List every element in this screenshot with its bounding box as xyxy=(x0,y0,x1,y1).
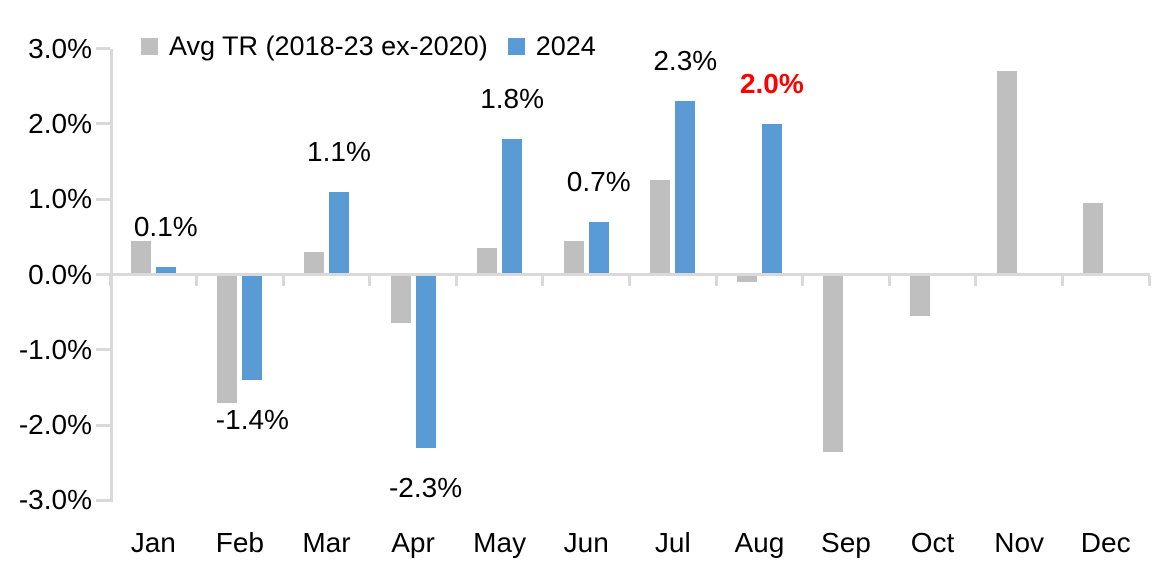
x-axis-tick xyxy=(195,276,199,286)
y-axis-label: -1.0% xyxy=(18,333,92,365)
y-axis-tick xyxy=(96,348,110,352)
y-axis-tick xyxy=(96,273,110,276)
bar-2024-aug xyxy=(761,123,782,275)
avg-tr-bar-jun xyxy=(563,240,584,275)
month-label: Apr xyxy=(391,527,435,558)
avg-tr-bar-mar xyxy=(303,251,324,275)
legend-2024-swatch-icon xyxy=(507,38,525,55)
legend-entry-2024: 2024 xyxy=(507,31,596,62)
bar-2024-apr xyxy=(415,274,436,448)
avg-tr-bar-aug xyxy=(736,274,757,283)
x-axis-tick xyxy=(974,276,978,286)
x-axis-tick xyxy=(714,276,718,286)
x-axis-tick xyxy=(454,276,458,286)
y-axis-label: -2.0% xyxy=(18,409,92,441)
value-label-mar: 1.1% xyxy=(307,135,371,167)
x-axis-zero-line xyxy=(110,273,1150,276)
month-label: Oct xyxy=(910,527,955,558)
y-axis-tick xyxy=(96,47,110,50)
month-label: Nov xyxy=(994,527,1045,558)
x-axis-tick xyxy=(108,276,112,286)
y-axis-tick xyxy=(96,498,110,502)
value-label-apr: -2.3% xyxy=(388,471,463,503)
x-axis-tick xyxy=(1147,276,1151,286)
avg-tr-bar-apr xyxy=(390,274,411,324)
month-label: Dec xyxy=(1080,527,1131,558)
legend-entry-avg-tr: Avg TR (2018-23 ex-2020) xyxy=(141,31,488,62)
y-axis-label: 0.0% xyxy=(28,258,92,290)
month-label: Aug xyxy=(734,527,785,558)
x-axis-tick xyxy=(1060,276,1064,286)
avg-tr-bar-jan xyxy=(130,240,151,275)
y-axis-tick xyxy=(96,423,110,427)
value-label-jan: 0.1% xyxy=(133,210,198,242)
y-axis-tick xyxy=(96,197,110,201)
month-label: Feb xyxy=(215,527,264,558)
avg-tr-bar-feb xyxy=(217,274,238,403)
value-label-jun: 0.7% xyxy=(566,165,631,197)
month-label: Mar xyxy=(302,527,351,558)
avg-tr-bar-dec xyxy=(1083,202,1104,275)
bar-2024-jan xyxy=(155,266,176,275)
y-axis-label: 2.0% xyxy=(28,107,92,139)
bar-2024-may xyxy=(502,138,523,275)
legend: Avg TR (2018-23 ex-2020) 2024 xyxy=(141,31,596,62)
x-axis-tick xyxy=(541,276,545,286)
avg-tr-bar-may xyxy=(477,248,498,275)
value-label-jul: 2.3% xyxy=(653,45,718,77)
legend-label-2024: 2024 xyxy=(535,31,596,61)
month-label: May xyxy=(473,527,527,558)
month-label: Sep xyxy=(821,527,871,558)
bar-2024-jul xyxy=(675,101,696,275)
month-label: Jan xyxy=(130,527,176,558)
y-axis-label: -3.0% xyxy=(18,484,92,516)
bar-2024-mar xyxy=(328,191,349,275)
avg-tr-bar-jul xyxy=(650,180,671,275)
y-axis-label: 1.0% xyxy=(28,183,92,215)
avg-tr-bar-nov xyxy=(996,71,1017,275)
x-axis-tick xyxy=(801,276,805,286)
avg-tr-swatch-icon xyxy=(141,38,158,55)
x-axis-tick xyxy=(887,276,891,286)
bar-2024-jun xyxy=(588,221,609,275)
bar-2024-feb xyxy=(242,274,263,380)
y-axis-label: 3.0% xyxy=(28,32,92,64)
x-axis-tick xyxy=(368,276,372,286)
avg-tr-bar-oct xyxy=(910,274,931,316)
avg-tr-bar-sep xyxy=(823,274,844,452)
month-label: Jun xyxy=(563,527,609,558)
y-axis-tick xyxy=(96,122,110,126)
legend-label-avg-tr: Avg TR (2018-23 ex-2020) xyxy=(169,31,488,61)
x-axis-tick xyxy=(628,276,631,286)
month-label: Jul xyxy=(654,527,691,558)
value-label-may: 1.8% xyxy=(480,82,545,114)
value-label-aug: 2.0% xyxy=(739,67,804,99)
value-label-feb: -1.4% xyxy=(215,403,289,435)
x-axis-tick xyxy=(281,276,285,286)
